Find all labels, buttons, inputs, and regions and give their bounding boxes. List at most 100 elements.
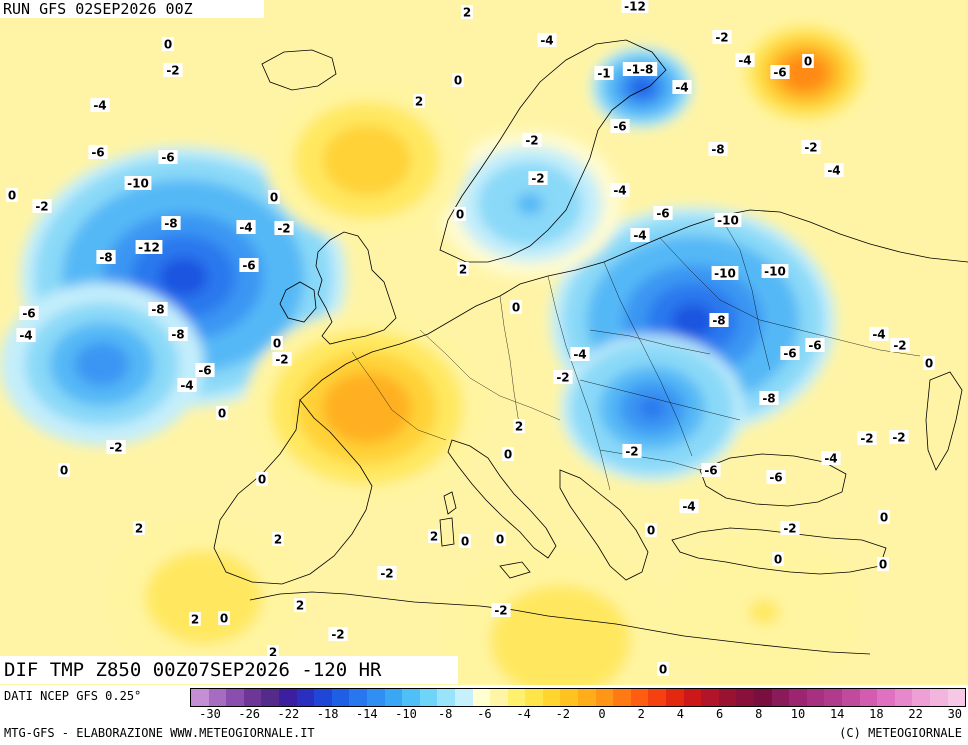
contour-value-label: -6 — [19, 306, 39, 321]
scale-swatch — [226, 689, 244, 706]
contour-label-text: -6 — [242, 259, 255, 273]
contour-label-box — [162, 37, 174, 51]
contour-label-text: 0 — [659, 663, 667, 677]
contour-label-box — [158, 150, 178, 164]
contour-label-box — [494, 532, 506, 546]
contour-value-label: -6 — [805, 338, 825, 353]
contour-label-text: -8 — [762, 392, 775, 406]
contour-label-box — [513, 419, 525, 433]
contour-value-label: -10 — [761, 264, 789, 279]
scale-tick-label: 2 — [637, 707, 645, 721]
contour-value-label: 2 — [413, 94, 425, 109]
contour-label-box — [708, 142, 728, 156]
contour-value-label: 0 — [802, 54, 814, 69]
contour-label-box — [802, 54, 814, 68]
contour-label-box — [32, 199, 52, 213]
color-scale-bar — [190, 688, 967, 707]
contour-label-text: 0 — [880, 511, 888, 525]
contour-label-text: -6 — [656, 207, 669, 221]
scale-swatch — [191, 689, 209, 706]
contour-label-box — [594, 66, 614, 80]
contour-label-text: -10 — [714, 267, 736, 281]
contour-label-box — [90, 98, 110, 112]
contour-value-label: 0 — [58, 463, 70, 478]
scale-swatch — [419, 689, 438, 706]
contour-label-text: 0 — [879, 558, 887, 572]
contour-label-box — [923, 356, 935, 370]
scale-tick-label: 10 — [790, 707, 806, 721]
contour-label-text: -6 — [22, 307, 35, 321]
contour-label-box — [148, 302, 168, 316]
contour-value-label: 0 — [454, 207, 466, 222]
contour-value-label: -2 — [491, 603, 511, 618]
contour-label-text: -4 — [872, 328, 885, 342]
contour-label-text: -2 — [715, 31, 728, 45]
contour-value-label: 2 — [267, 645, 279, 660]
contour-label-text: -8 — [712, 314, 725, 328]
contour-label-text: -4 — [675, 81, 688, 95]
contour-value-label: -6 — [195, 363, 215, 378]
contour-label-text: 0 — [804, 55, 812, 69]
contour-label-text: -12 — [624, 0, 646, 14]
contour-label-text: -2 — [804, 141, 817, 155]
contour-label-text: -2 — [35, 200, 48, 214]
contour-label-box — [857, 431, 877, 445]
contour-label-box — [58, 463, 70, 477]
contour-label-box — [714, 213, 742, 227]
scale-swatch — [666, 689, 684, 706]
contour-label-box — [878, 510, 890, 524]
contour-value-label: -2 — [528, 171, 548, 186]
contour-label-text: 0 — [461, 535, 469, 549]
contour-value-label: -4 — [869, 327, 889, 342]
contour-label-box — [267, 645, 279, 659]
contour-label-box — [510, 300, 522, 314]
contour-label-box — [6, 188, 18, 202]
contour-value-label: -8 — [709, 313, 729, 328]
contour-label-text: -4 — [93, 99, 106, 113]
contour-label-box — [189, 612, 201, 626]
contour-value-label: -2 — [32, 199, 52, 214]
contour-label-text: -2 — [893, 339, 906, 353]
scale-swatch — [771, 689, 790, 706]
contour-label-text: -4 — [738, 54, 751, 68]
contour-label-text: 0 — [220, 612, 228, 626]
contour-label-text: -8 — [711, 143, 724, 157]
contour-label-text: -1 — [597, 67, 610, 81]
anomaly-area — [638, 397, 666, 420]
contour-label-box — [701, 463, 721, 477]
contour-label-box — [889, 430, 909, 444]
contour-label-box — [553, 370, 573, 384]
contour-label-text: -6 — [91, 146, 104, 160]
contour-value-label: -4 — [236, 220, 256, 235]
contour-value-label: -4 — [679, 499, 699, 514]
scale-swatch — [578, 689, 596, 706]
data-source-note: DATI NCEP GFS 0.25° — [4, 689, 142, 703]
color-scale-labels: -30 -26 -22 -18 -14 -10 -8 -6 -4 -2 0 2 4 6 8 10 14 18 22 3… — [190, 707, 965, 723]
contour-label-box — [271, 336, 283, 350]
contour-label-box — [268, 190, 280, 204]
scale-tick-label: 30 — [947, 707, 963, 721]
contour-label-text: 0 — [504, 448, 512, 462]
contour-label-box — [195, 363, 215, 377]
contour-value-label: 2 — [294, 598, 306, 613]
contour-label-box — [653, 206, 673, 220]
contour-value-label: 2 — [189, 612, 201, 627]
run-title: RUN GFS 02SEP2026 00Z — [0, 0, 264, 18]
contour-label-box — [491, 603, 511, 617]
contour-label-box — [537, 33, 557, 47]
contour-value-label: 2 — [461, 5, 473, 20]
contour-label-text: 2 — [191, 613, 199, 627]
contour-value-label: -2 — [377, 566, 397, 581]
contour-label-box — [452, 73, 464, 87]
scale-swatch — [595, 689, 614, 706]
contour-label-text: -2 — [531, 172, 544, 186]
contour-label-text: -4 — [573, 348, 586, 362]
contour-label-box — [256, 472, 268, 486]
scale-swatch — [630, 689, 649, 706]
contour-label-box — [824, 163, 844, 177]
contour-label-text: 0 — [774, 553, 782, 567]
scale-tick-label: 18 — [869, 707, 884, 721]
contour-label-box — [630, 228, 650, 242]
contour-label-box — [766, 470, 786, 484]
contour-label-box — [88, 145, 108, 159]
